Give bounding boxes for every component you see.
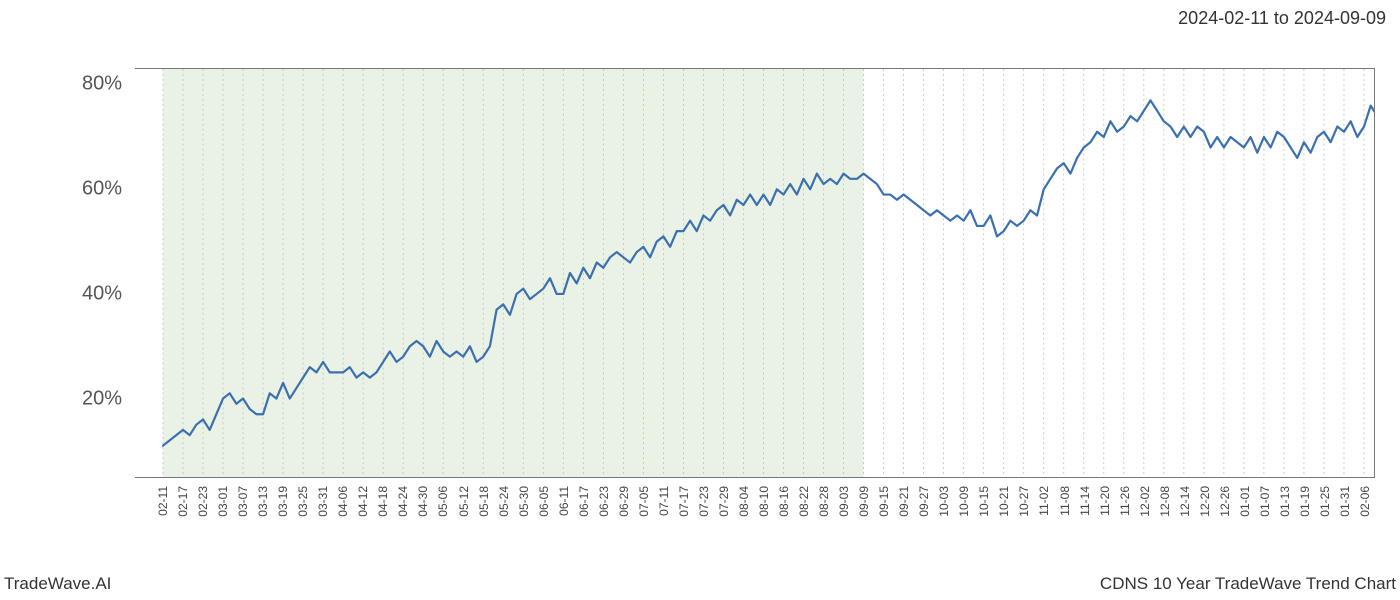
x-tick-label: 08-22 [797,486,811,517]
x-tick-label: 04-12 [356,486,370,517]
x-tick-label: 07-05 [637,486,651,517]
x-tick-label: 10-09 [957,486,971,517]
x-tick-label: 09-15 [877,486,891,517]
x-tick-label: 09-21 [897,486,911,517]
x-tick-label: 06-23 [597,486,611,517]
x-tick-label: 12-14 [1178,486,1192,517]
x-tick-label: 02-11 [156,486,170,516]
x-tick-label: 12-26 [1218,486,1232,517]
x-tick-label: 05-06 [436,486,450,517]
chart-plot-area [135,68,1375,478]
x-tick-label: 03-25 [296,486,310,517]
x-tick-label: 04-30 [416,486,430,517]
x-tick-label: 10-21 [997,486,1011,517]
x-tick-label: 03-13 [256,486,270,517]
x-tick-label: 02-06 [1358,486,1372,517]
x-tick-label: 10-03 [937,486,951,517]
x-tick-label: 06-17 [577,486,591,517]
x-tick-label: 07-11 [657,486,671,516]
x-tick-label: 07-23 [697,486,711,517]
x-tick-label: 01-13 [1278,486,1292,517]
x-tick-label: 07-29 [717,486,731,517]
x-tick-label: 05-24 [497,486,511,517]
y-tick-label: 40% [82,283,122,306]
x-tick-label: 12-08 [1158,486,1172,517]
x-tick-label: 02-23 [196,486,210,517]
x-tick-label: 09-27 [917,486,931,517]
x-tick-label: 01-01 [1238,486,1252,517]
x-tick-label: 05-12 [457,486,471,517]
x-tick-label: 05-30 [517,486,531,517]
date-range-label: 2024-02-11 to 2024-09-09 [1178,8,1386,29]
x-tick-label: 09-03 [837,486,851,517]
x-tick-label: 09-09 [857,486,871,517]
x-tick-label: 08-04 [737,486,751,517]
brand-label: TradeWave.AI [4,574,111,594]
x-tick-label: 07-17 [677,486,691,517]
x-tick-label: 11-08 [1058,486,1072,516]
x-tick-label: 03-07 [236,486,250,517]
x-tick-label: 03-01 [216,486,230,517]
x-tick-label: 11-26 [1118,486,1132,516]
x-tick-label: 08-16 [777,486,791,517]
x-tick-label: 04-18 [376,486,390,517]
x-tick-label: 11-14 [1078,486,1092,516]
x-tick-label: 04-06 [336,486,350,517]
x-tick-label: 11-20 [1098,486,1112,516]
x-tick-label: 12-02 [1138,486,1152,517]
x-tick-label: 01-07 [1258,486,1272,517]
x-tick-label: 04-24 [396,486,410,517]
x-tick-label: 01-19 [1298,486,1312,517]
chart-svg [135,69,1374,477]
x-tick-label: 06-11 [557,486,571,516]
x-tick-label: 11-02 [1037,486,1051,516]
x-tick-label: 01-25 [1318,486,1332,517]
chart-title: CDNS 10 Year TradeWave Trend Chart [1100,574,1396,594]
x-tick-label: 08-10 [757,486,771,517]
x-axis: 02-11 02-17 02-23 03-01 03-07 03-13 03-19 03-25… [135,482,1375,562]
x-tick-label: 08-28 [817,486,831,517]
y-tick-label: 60% [82,177,122,200]
x-tick-label: 01-31 [1338,486,1352,517]
x-tick-label: 03-31 [316,486,330,517]
x-tick-label: 10-27 [1017,486,1031,517]
x-tick-label: 02-17 [176,486,190,517]
y-axis: 20% 40% 60% 80% [0,68,130,478]
x-tick-label: 05-18 [477,486,491,517]
x-tick-label: 06-29 [617,486,631,517]
x-tick-label: 10-15 [977,486,991,517]
y-tick-label: 20% [82,388,122,411]
y-tick-label: 80% [82,72,122,95]
x-tick-label: 03-19 [276,486,290,517]
x-tick-label: 12-20 [1198,486,1212,517]
x-tick-label: 06-05 [537,486,551,517]
